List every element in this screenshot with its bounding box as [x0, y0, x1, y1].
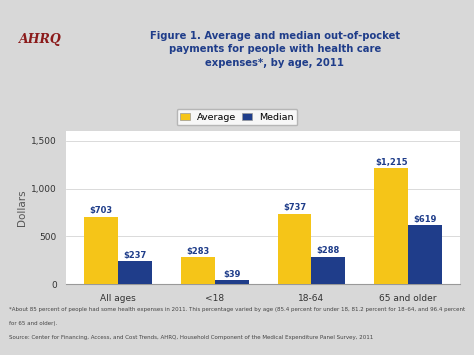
Text: *About 85 percent of people had some health expenses in 2011. This percentage va: *About 85 percent of people had some hea… [9, 307, 465, 312]
Text: Source: Center for Financing, Access, and Cost Trends, AHRQ, Household Component: Source: Center for Financing, Access, an… [9, 335, 374, 340]
Text: $237: $237 [123, 251, 146, 260]
Bar [181, 257, 215, 284]
Text: $283: $283 [186, 247, 210, 256]
Bar [278, 214, 311, 284]
Text: $288: $288 [317, 246, 340, 255]
Bar [215, 280, 248, 284]
Bar [84, 217, 118, 284]
Text: $1,215: $1,215 [375, 158, 408, 166]
Text: $619: $619 [413, 214, 437, 224]
Bar [118, 261, 152, 284]
Bar [408, 225, 442, 284]
Text: for 65 and older).: for 65 and older). [9, 321, 58, 326]
Text: $737: $737 [283, 203, 306, 212]
Text: Figure 1. Average and median out-of-pocket
payments for people with health care
: Figure 1. Average and median out-of-pock… [150, 31, 400, 67]
Text: $39: $39 [223, 270, 240, 279]
Bar [374, 168, 408, 284]
Y-axis label: Dollars: Dollars [17, 189, 27, 226]
Legend: Average, Median: Average, Median [176, 109, 298, 125]
Bar [311, 257, 345, 284]
Text: AHRQ: AHRQ [19, 33, 62, 46]
Text: $703: $703 [90, 207, 113, 215]
